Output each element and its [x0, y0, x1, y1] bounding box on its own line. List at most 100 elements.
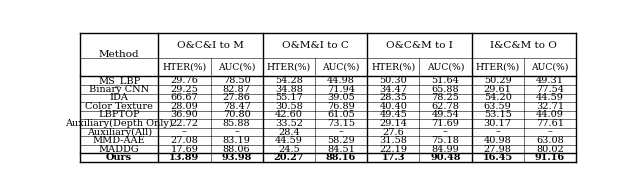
Text: MADDG: MADDG [99, 145, 140, 154]
Text: 50.30: 50.30 [380, 76, 407, 85]
Text: 30.17: 30.17 [484, 119, 512, 128]
Text: 77.54: 77.54 [536, 85, 564, 94]
Text: 78.47: 78.47 [223, 102, 251, 111]
Text: 71.94: 71.94 [327, 85, 355, 94]
Text: 32.71: 32.71 [536, 102, 564, 111]
Text: 28.35: 28.35 [380, 93, 407, 102]
Text: AUC(%): AUC(%) [323, 63, 360, 72]
Text: 63.59: 63.59 [484, 102, 511, 111]
Text: 33.52: 33.52 [275, 119, 303, 128]
Text: 84.51: 84.51 [327, 145, 355, 154]
Text: 70.80: 70.80 [223, 110, 250, 119]
Text: 27.98: 27.98 [484, 145, 511, 154]
Text: 44.59: 44.59 [275, 136, 303, 145]
Text: HTER(%): HTER(%) [371, 63, 415, 72]
Text: 61.05: 61.05 [327, 110, 355, 119]
Text: –: – [495, 128, 500, 136]
Text: 29.14: 29.14 [380, 119, 407, 128]
Text: 22.19: 22.19 [380, 145, 407, 154]
Text: 40.98: 40.98 [484, 136, 511, 145]
Text: O&C&M to I: O&C&M to I [386, 41, 453, 50]
Text: 77.61: 77.61 [536, 119, 564, 128]
Text: 93.98: 93.98 [221, 153, 252, 162]
Text: 51.64: 51.64 [431, 76, 460, 85]
Text: 36.90: 36.90 [171, 110, 198, 119]
Text: 27.6: 27.6 [383, 128, 404, 136]
Text: 44.98: 44.98 [327, 76, 355, 85]
Text: Method: Method [99, 50, 140, 59]
Text: 44.09: 44.09 [536, 110, 564, 119]
Text: 73.15: 73.15 [327, 119, 355, 128]
Text: AUC(%): AUC(%) [531, 63, 569, 72]
Text: –: – [547, 128, 552, 136]
Text: 90.48: 90.48 [430, 153, 461, 162]
Text: 54.28: 54.28 [275, 76, 303, 85]
Text: Ours: Ours [106, 153, 132, 162]
Text: 42.60: 42.60 [275, 110, 303, 119]
Text: 83.19: 83.19 [223, 136, 251, 145]
Text: 80.02: 80.02 [536, 145, 564, 154]
Text: 88.16: 88.16 [326, 153, 356, 162]
Text: 62.78: 62.78 [431, 102, 460, 111]
Text: 24.5: 24.5 [278, 145, 300, 154]
Text: 40.40: 40.40 [380, 102, 407, 111]
Text: Auxiliary(All): Auxiliary(All) [86, 128, 152, 137]
Text: HTER(%): HTER(%) [476, 63, 520, 72]
Text: –: – [443, 128, 448, 136]
Text: 30.58: 30.58 [275, 102, 303, 111]
Text: AUC(%): AUC(%) [427, 63, 464, 72]
Text: 65.88: 65.88 [431, 85, 460, 94]
Text: 17.3: 17.3 [381, 153, 405, 162]
Text: 75.18: 75.18 [431, 136, 460, 145]
Text: 39.05: 39.05 [327, 93, 355, 102]
Text: 82.87: 82.87 [223, 85, 251, 94]
Text: 84.99: 84.99 [431, 145, 460, 154]
Text: 31.58: 31.58 [380, 136, 407, 145]
Text: 44.59: 44.59 [536, 93, 564, 102]
Text: O&C&I to M: O&C&I to M [177, 41, 244, 50]
Text: 27.86: 27.86 [223, 93, 251, 102]
Text: Color Texture: Color Texture [85, 102, 153, 111]
Text: 85.88: 85.88 [223, 119, 250, 128]
Text: –: – [234, 128, 239, 136]
Text: MS_LBP: MS_LBP [98, 76, 140, 86]
Text: 71.69: 71.69 [431, 119, 460, 128]
Text: 13.89: 13.89 [170, 153, 200, 162]
Text: MMD-AAE: MMD-AAE [93, 136, 145, 145]
Text: –: – [182, 128, 187, 136]
Text: 66.67: 66.67 [171, 93, 198, 102]
Text: 49.31: 49.31 [536, 76, 564, 85]
Text: 53.15: 53.15 [484, 110, 511, 119]
Text: 50.29: 50.29 [484, 76, 511, 85]
Text: 17.69: 17.69 [170, 145, 198, 154]
Text: 78.50: 78.50 [223, 76, 250, 85]
Text: 49.54: 49.54 [431, 110, 460, 119]
Text: 27.08: 27.08 [170, 136, 198, 145]
Text: 29.76: 29.76 [170, 76, 198, 85]
Text: 29.61: 29.61 [484, 85, 511, 94]
Text: Binary CNN: Binary CNN [89, 85, 149, 94]
Text: 76.89: 76.89 [327, 102, 355, 111]
Text: AUC(%): AUC(%) [218, 63, 255, 72]
Text: 49.45: 49.45 [380, 110, 407, 119]
Text: O&M&I to C: O&M&I to C [282, 41, 348, 50]
Text: 55.17: 55.17 [275, 93, 303, 102]
Text: I&C&M to O: I&C&M to O [490, 41, 557, 50]
Text: 22.72: 22.72 [170, 119, 198, 128]
Text: 28.4: 28.4 [278, 128, 300, 136]
Text: 28.09: 28.09 [171, 102, 198, 111]
Text: 34.47: 34.47 [380, 85, 407, 94]
Text: 16.45: 16.45 [483, 153, 513, 162]
Text: 78.25: 78.25 [431, 93, 460, 102]
Text: –: – [339, 128, 344, 136]
Text: 91.16: 91.16 [535, 153, 565, 162]
Text: 58.29: 58.29 [327, 136, 355, 145]
Text: 34.88: 34.88 [275, 85, 303, 94]
Text: IDA: IDA [109, 93, 129, 102]
Text: LBPTOP: LBPTOP [99, 110, 140, 119]
Text: 29.25: 29.25 [170, 85, 198, 94]
Text: 20.27: 20.27 [274, 153, 304, 162]
Text: 88.06: 88.06 [223, 145, 250, 154]
Text: HTER(%): HTER(%) [163, 63, 207, 72]
Text: HTER(%): HTER(%) [267, 63, 311, 72]
